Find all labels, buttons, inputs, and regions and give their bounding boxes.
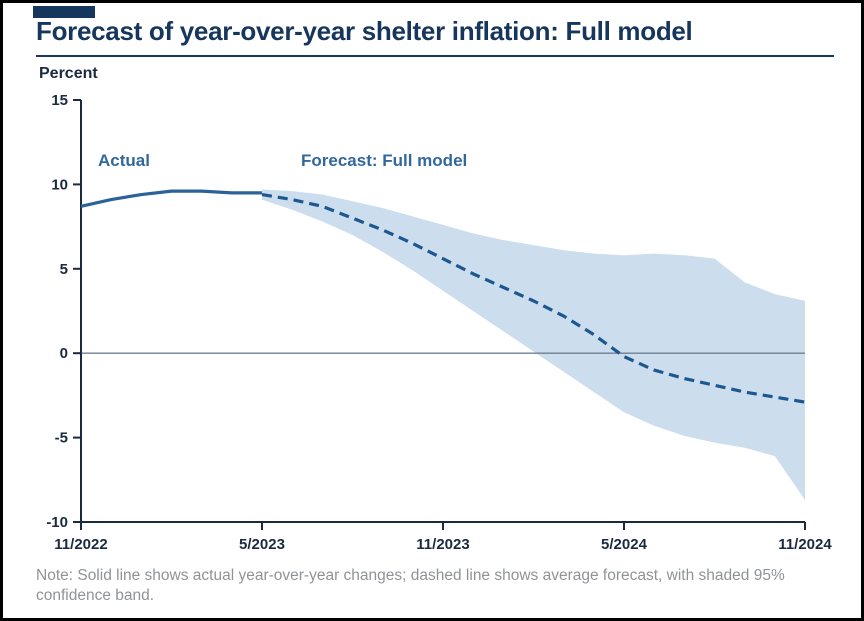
y-tick-label: 0 bbox=[60, 345, 68, 362]
x-tick-label: 11/2024 bbox=[778, 536, 832, 553]
chart-canvas: 15 10 5 0 -5 -10 11/2022 5/2023 11/2023 5/2024 11/… bbox=[46, 92, 832, 553]
chart-title: Forecast of year-over-year shelter infla… bbox=[36, 16, 693, 46]
actual-series-label: Actual bbox=[98, 151, 150, 170]
cropped-figure-label bbox=[33, 6, 95, 18]
footnote: Note: Solid line shows actual year-over-… bbox=[36, 567, 785, 605]
confidence-band bbox=[262, 189, 805, 501]
y-tick-label: 10 bbox=[51, 176, 68, 193]
actual-line bbox=[80, 189, 262, 208]
y-tick-label: 5 bbox=[60, 261, 68, 278]
forecast-series-label: Forecast: Full model bbox=[301, 151, 468, 170]
forecast-line bbox=[261, 192, 806, 404]
y-axis-title: Percent bbox=[39, 65, 98, 82]
title-divider bbox=[36, 55, 834, 57]
x-tick-label: 11/2023 bbox=[416, 536, 469, 553]
x-tick-label: 5/2023 bbox=[239, 536, 285, 553]
y-tick-label: 15 bbox=[51, 92, 68, 109]
x-tick-label: 11/2022 bbox=[54, 536, 107, 553]
y-tick-label: -10 bbox=[46, 514, 68, 531]
y-tick-label: -5 bbox=[55, 430, 68, 447]
x-tick-label: 5/2024 bbox=[601, 536, 648, 553]
